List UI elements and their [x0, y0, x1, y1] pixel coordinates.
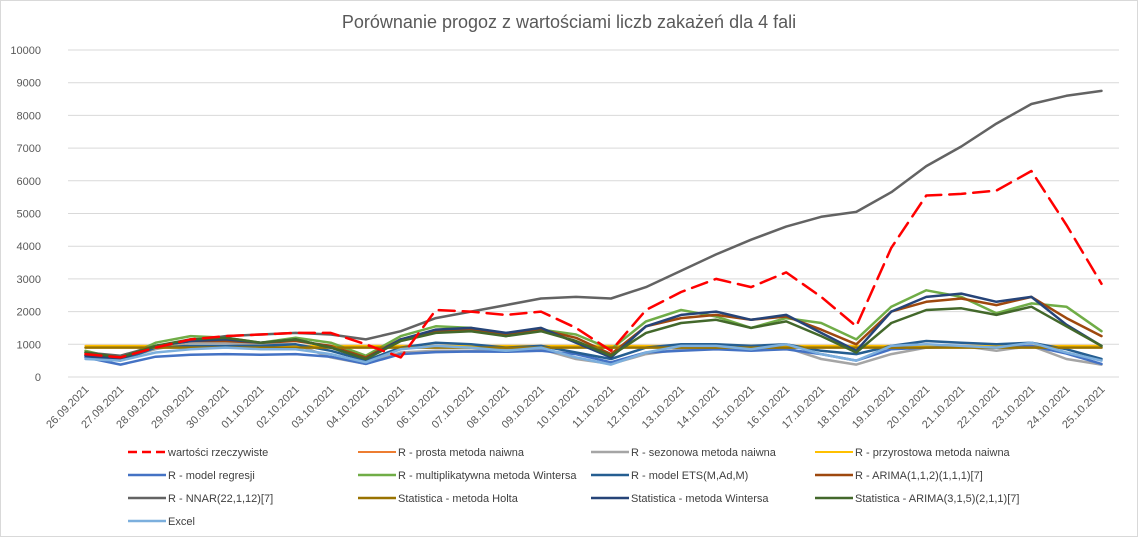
y-tick-label: 8000 — [17, 110, 41, 122]
series-line — [84, 341, 1103, 366]
y-tick-label: 10000 — [10, 45, 41, 57]
series-lines — [84, 89, 1103, 366]
gridlines — [68, 49, 1119, 378]
legend-label: R - ARIMA(1,1,2)(1,1,1)[7] — [855, 470, 983, 482]
legend-label: R - NNAR(22,1,12)[7] — [168, 493, 273, 505]
legend-label: Statistica - ARIMA(3,1,5)(2,1,1)[7] — [855, 493, 1019, 505]
series-line — [84, 339, 1103, 362]
y-tick-label: 3000 — [17, 274, 41, 286]
series-line — [84, 305, 1103, 361]
y-tick-label: 1000 — [17, 339, 41, 351]
legend-label: R - prosta metoda naiwna — [398, 447, 525, 459]
series-line — [84, 89, 1103, 357]
y-tick-label: 5000 — [17, 209, 41, 221]
y-tick-label: 6000 — [17, 176, 41, 188]
legend-label: R - sezonowa metoda naiwna — [631, 447, 777, 459]
legend-label: R - multiplikatywna metoda Wintersa — [398, 470, 577, 482]
x-axis-ticks: 26.09.202127.09.202128.09.202129.09.2021… — [44, 384, 1107, 431]
legend-label: R - model regresji — [168, 470, 255, 482]
legend-label: Excel — [168, 516, 195, 528]
legend-label: R - przyrostowa metoda naiwna — [855, 447, 1011, 459]
y-tick-label: 7000 — [17, 143, 41, 155]
y-tick-label: 4000 — [17, 241, 41, 253]
legend-label: R - model ETS(M,Ad,M) — [631, 470, 748, 482]
chart-title: Porównanie progoz z wartościami liczb za… — [342, 12, 796, 32]
series-line — [84, 169, 1103, 359]
y-tick-label: 0 — [35, 372, 41, 384]
y-tick-label: 9000 — [17, 78, 41, 90]
legend-label: wartości rzeczywiste — [167, 447, 268, 459]
legend-label: Statistica - metoda Holta — [398, 493, 519, 505]
legend: wartości rzeczywiste R - prosta metoda na… — [128, 447, 1019, 528]
y-axis-ticks: 0 1000 2000 3000 4000 5000 6000 7000 8000 9000 100… — [10, 45, 41, 384]
y-tick-label: 2000 — [17, 307, 41, 319]
legend-label: Statistica - metoda Wintersa — [631, 493, 769, 505]
